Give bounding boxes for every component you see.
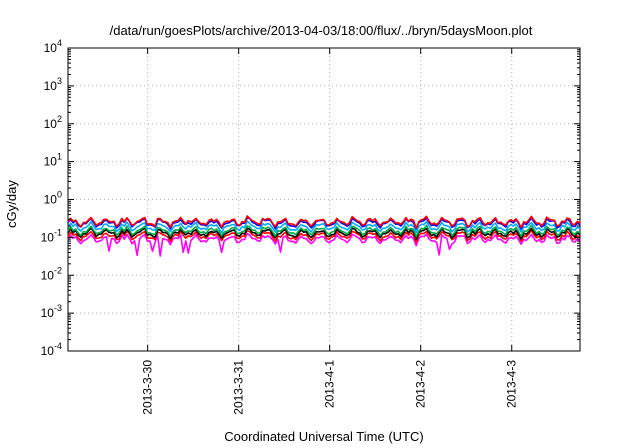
y-tick-label: 101 [44, 152, 62, 169]
series-line [67, 215, 581, 229]
grid-lines [68, 48, 580, 351]
series-lines [67, 215, 581, 257]
y-tick-label: 102 [44, 114, 62, 131]
y-axis: 10-4 10-3 10-2 10-1 100 101 102 103 104 [41, 38, 580, 358]
y-axis-label: cGy/day [4, 180, 19, 228]
x-axis-label: Coordinated Universal Time (UTC) [224, 429, 423, 444]
x-tick-label: 2013-4-1 [323, 360, 337, 408]
y-tick-label: 10-3 [41, 303, 62, 320]
x-tick-label: 2013-4-3 [505, 360, 519, 408]
x-tick-label: 2013-4-2 [414, 360, 428, 408]
y-tick-label: 10-1 [41, 227, 62, 244]
series-line [67, 220, 581, 234]
series-line [67, 229, 581, 244]
y-tick-label: 104 [44, 38, 62, 55]
chart-title: /data/run/goesPlots/archive/2013-04-03/1… [110, 23, 533, 38]
x-tick-label: 2013-3-31 [232, 360, 246, 415]
y-tick-label: 100 [44, 190, 62, 207]
x-axis: 2013-3-30 2013-3-31 2013-4-1 2013-4-2 2013-4… [141, 48, 519, 415]
y-tick-label: 10-2 [41, 265, 62, 282]
series-line [67, 227, 581, 241]
y-tick-label: 103 [44, 76, 62, 93]
series-line [67, 224, 581, 238]
y-tick-label: 10-4 [41, 341, 62, 358]
x-tick-label: 2013-3-30 [141, 360, 155, 415]
series-line [67, 232, 581, 257]
